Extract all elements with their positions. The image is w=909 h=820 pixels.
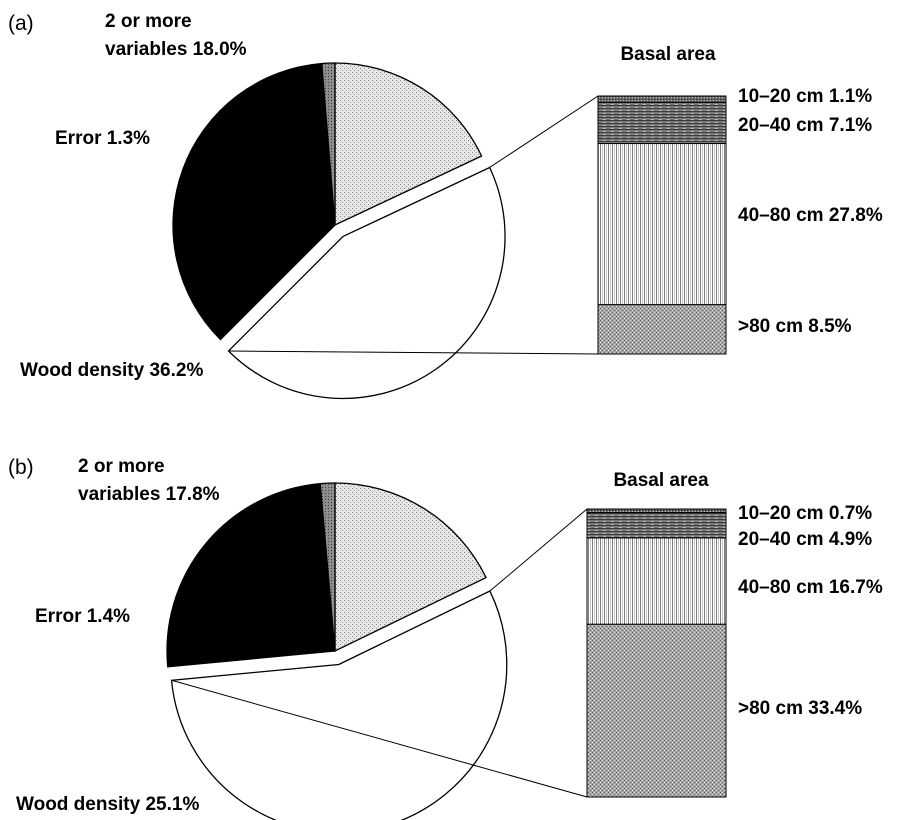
bar-segment-10-20-cm (597, 95, 727, 103)
bar-segment-80-cm (597, 304, 727, 355)
segment-label-10-20-cm: 10–20 cm 1.1% (738, 86, 872, 107)
bar-segment-40-80-cm (586, 537, 727, 625)
slice-label-error: Error 1.4% (35, 606, 130, 627)
panel-label: (a) (8, 12, 34, 35)
slice-label-2-or-more-variables: 2 or more (105, 11, 192, 32)
segment-label-20-40-cm: 20–40 cm 7.1% (738, 115, 872, 136)
slice-label-2-or-more-variables: 2 or more (78, 456, 165, 477)
connector-line-top (489, 95, 599, 168)
slice-label-wood-density: Wood density 25.1% (16, 794, 199, 815)
pie-slice-wood-density (166, 482, 336, 668)
pie-panel-a: (a) 2 or more variables 18.0% Wood density … (8, 11, 883, 400)
bar-segment-20-40-cm (586, 512, 727, 539)
segment-label-20-40-cm: 20–40 cm 4.9% (738, 529, 872, 550)
bar-segment-20-40-cm (597, 101, 727, 145)
segment-label-40-80-cm: 40–80 cm 27.8% (738, 205, 883, 226)
pie-slice-2-or-more-variables (334, 482, 487, 653)
segment-label-10-20-cm: 10–20 cm 0.7% (738, 503, 872, 524)
connector-line-bottom (228, 350, 599, 355)
pie-slice-basal-area (170, 590, 508, 820)
segment-label-80-cm: >80 cm 8.5% (738, 316, 852, 337)
pie-slice-error (319, 482, 336, 652)
pie-slice-wood-density (172, 62, 336, 341)
pie-slice-basal-area (227, 166, 506, 400)
pie-panel-b: (b) 2 or more variables 17.8% Wood density … (8, 456, 883, 820)
segment-label-40-80-cm: 40–80 cm 16.7% (738, 577, 883, 598)
breakdown-title: Basal area (613, 470, 709, 491)
breakdown-title: Basal area (620, 44, 716, 65)
connector-line-top (489, 508, 588, 592)
segment-label-80-cm: >80 cm 33.4% (738, 698, 862, 719)
slice-label-wood-density: Wood density 36.2% (20, 360, 203, 381)
pie-slice-error (321, 62, 336, 226)
bar-segment-40-80-cm (597, 143, 727, 306)
panel-label: (b) (8, 456, 34, 479)
pie-slice-2-or-more-variables (334, 62, 483, 227)
slice-label-2-or-more-variables: variables 18.0% (105, 39, 247, 60)
bar-segment-80-cm (586, 623, 727, 798)
bar-segment-10-20-cm (586, 508, 727, 514)
connector-line-bottom (171, 679, 588, 798)
slice-label-error: Error 1.3% (55, 128, 150, 149)
slice-label-2-or-more-variables: variables 17.8% (78, 484, 220, 505)
